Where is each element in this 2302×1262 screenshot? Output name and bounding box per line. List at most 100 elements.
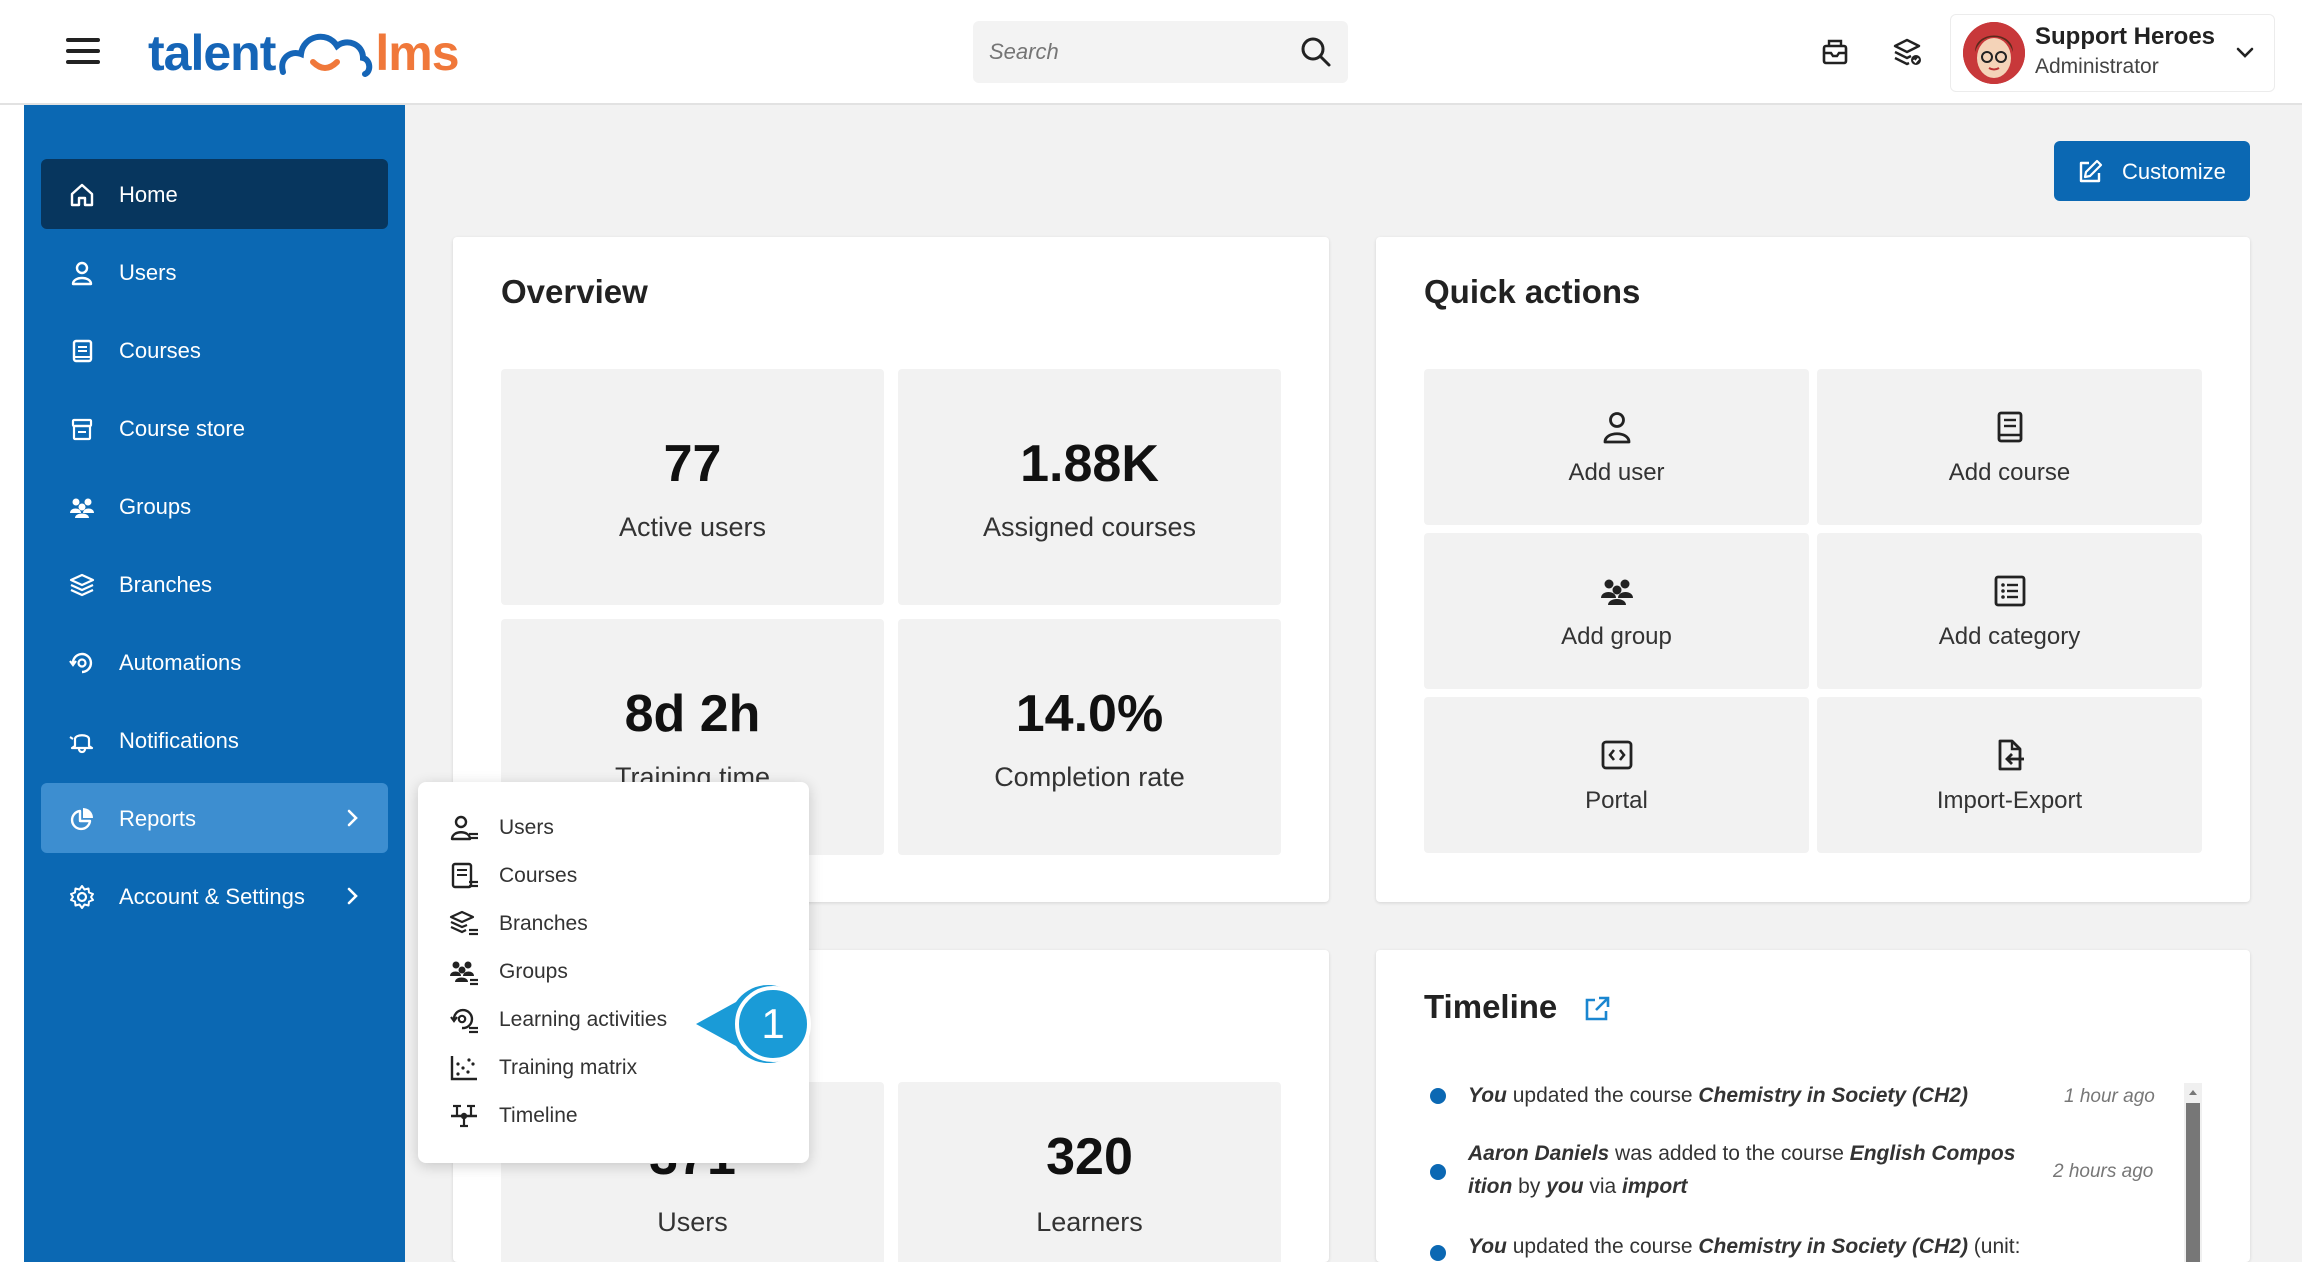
- pie-chart-icon: [70, 808, 93, 831]
- sidebar-item-label: Groups: [119, 494, 192, 519]
- timeline-time: 1 hour ago: [2064, 1086, 2155, 1107]
- group-icon: [1600, 579, 1633, 605]
- quick-actions-card: Quick actions Add user Add course Add gr…: [1376, 237, 2250, 902]
- timeline-actor[interactable]: you: [1546, 1175, 1584, 1198]
- timeline-entry: Aaron Daniels was added to the course En…: [1468, 1137, 2048, 1203]
- timeline-target[interactable]: Chemistry in Society (CH2): [1698, 1235, 1968, 1258]
- group-report-icon: [450, 961, 478, 986]
- external-link-icon[interactable]: [1582, 994, 1612, 1024]
- user-profile-menu[interactable]: Support Heroes Administrator: [1950, 14, 2275, 92]
- reports-menu-label: Groups: [499, 960, 568, 983]
- sidebar-item-course-store[interactable]: Course store: [41, 393, 388, 463]
- timeline-scroll-thumb[interactable]: [2186, 1103, 2200, 1262]
- list-icon: [1994, 575, 2025, 607]
- sidebar-item-reports[interactable]: Reports: [41, 783, 388, 853]
- sidebar-item-automations[interactable]: Automations: [41, 627, 388, 697]
- timeline-text: updated the course: [1506, 1084, 1699, 1107]
- branches-switch-icon[interactable]: [1887, 32, 1927, 72]
- edit-icon: [2079, 159, 2103, 183]
- store-icon: [71, 418, 93, 441]
- reports-menu-label: Training matrix: [499, 1056, 638, 1079]
- scroll-up-arrow-icon[interactable]: [2185, 1085, 2201, 1099]
- cloud-smile-icon: [279, 33, 373, 77]
- sidebar-item-label: Notifications: [119, 728, 239, 753]
- stat-value: 320: [1046, 1128, 1133, 1186]
- stat-value: 1.88K: [1020, 435, 1159, 493]
- talentlms-logo[interactable]: talent lms: [148, 18, 460, 88]
- timeline-target[interactable]: Chemistry in Society (CH2): [1698, 1084, 1968, 1107]
- quick-action-label: Add category: [1938, 623, 2081, 650]
- top-bar: talent lms: [0, 0, 2302, 105]
- messages-icon[interactable]: [1815, 32, 1855, 72]
- sidebar-item-label: Account & Settings: [119, 884, 305, 909]
- timeline-actor[interactable]: You: [1468, 1235, 1507, 1258]
- add-course-button[interactable]: Add course: [1817, 369, 2202, 525]
- timeline-entry: You updated the course Chemistry in Soci…: [1468, 1230, 2020, 1262]
- chevron-right-icon: [347, 809, 358, 827]
- search-box[interactable]: [973, 21, 1348, 83]
- user-role: Administrator: [2035, 55, 2159, 78]
- stat-completion-rate[interactable]: 14.0% Completion rate: [898, 619, 1281, 855]
- automation-icon: [69, 652, 93, 674]
- user-icon: [1603, 412, 1630, 444]
- learning-activities-icon: [450, 1008, 478, 1034]
- logo-text-talent: talent: [148, 25, 276, 81]
- reports-submenu: Users Courses Branches: [418, 782, 809, 1163]
- search-input[interactable]: [989, 21, 1279, 83]
- timeline-actor[interactable]: Aaron Daniels: [1468, 1142, 1610, 1165]
- add-category-button[interactable]: Add category: [1817, 533, 2202, 689]
- matrix-icon: [450, 1056, 477, 1081]
- user-icon: [71, 261, 93, 286]
- reports-menu-label: Timeline: [499, 1104, 578, 1127]
- stat-value: 8d 2h: [624, 685, 761, 743]
- timeline-dot: [1430, 1164, 1446, 1180]
- sidebar-item-users[interactable]: Users: [41, 237, 388, 307]
- timeline-text: via: [1583, 1175, 1623, 1198]
- reports-menu-label: Users: [499, 816, 554, 839]
- portal-button[interactable]: Portal: [1424, 697, 1809, 853]
- sidebar-item-label: Automations: [119, 650, 242, 675]
- step-callout-marker: 1: [696, 985, 811, 1063]
- customize-button[interactable]: Customize: [2054, 141, 2250, 201]
- sidebar-item-label: Home: [119, 182, 178, 207]
- sidebar-item-account-settings[interactable]: Account & Settings: [41, 861, 388, 931]
- timeline-text: was added to the course: [1609, 1142, 1850, 1165]
- chevron-down-icon[interactable]: [2234, 41, 2256, 63]
- home-icon: [70, 183, 94, 207]
- sidebar-item-courses[interactable]: Courses: [41, 315, 388, 385]
- stat-value: 14.0%: [1015, 685, 1164, 743]
- stat-active-users[interactable]: 77 Active users: [501, 369, 884, 605]
- sidebar-item-home[interactable]: Home: [41, 159, 388, 229]
- branch-report-icon: [449, 910, 478, 936]
- sidebar-item-label: Reports: [119, 806, 197, 831]
- logo-text-lms: lms: [375, 25, 459, 81]
- add-group-button[interactable]: Add group: [1424, 533, 1809, 689]
- book-icon: [72, 339, 93, 363]
- sidebar-item-groups[interactable]: Groups: [41, 471, 388, 541]
- callout-number: 1: [761, 1000, 784, 1047]
- import-export-button[interactable]: Import-Export: [1817, 697, 2202, 853]
- import-export-icon: [1998, 739, 2024, 771]
- sidebar-item-notifications[interactable]: Notifications: [41, 705, 388, 775]
- quick-action-label: Add user: [1568, 459, 1665, 486]
- stat-value: 77: [663, 435, 722, 493]
- timeline-target[interactable]: English Compos: [1849, 1142, 2016, 1165]
- timeline-icon: [451, 1104, 477, 1128]
- sidebar-item-label: Course store: [119, 416, 245, 441]
- avatar: [1963, 22, 2025, 84]
- search-icon[interactable]: [1300, 36, 1332, 68]
- timeline-title: Timeline: [1424, 988, 1558, 1025]
- stat-learners[interactable]: 320 Learners: [898, 1082, 1281, 1262]
- timeline-target[interactable]: ition: [1468, 1175, 1513, 1198]
- hamburger-menu-icon[interactable]: [66, 38, 100, 66]
- timeline-via: import: [1622, 1175, 1688, 1198]
- stat-assigned-courses[interactable]: 1.88K Assigned courses: [898, 369, 1281, 605]
- sidebar-item-branches[interactable]: Branches: [41, 549, 388, 619]
- timeline-card: Timeline You updated the course Chemistr…: [1376, 950, 2250, 1262]
- timeline-actor[interactable]: You: [1468, 1084, 1507, 1107]
- add-user-button[interactable]: Add user: [1424, 369, 1809, 525]
- reports-menu-label: Branches: [499, 912, 588, 935]
- timeline-dot: [1430, 1245, 1446, 1261]
- sidebar-item-label: Branches: [119, 572, 212, 597]
- timeline-entry: You updated the course Chemistry in Soci…: [1468, 1079, 1968, 1112]
